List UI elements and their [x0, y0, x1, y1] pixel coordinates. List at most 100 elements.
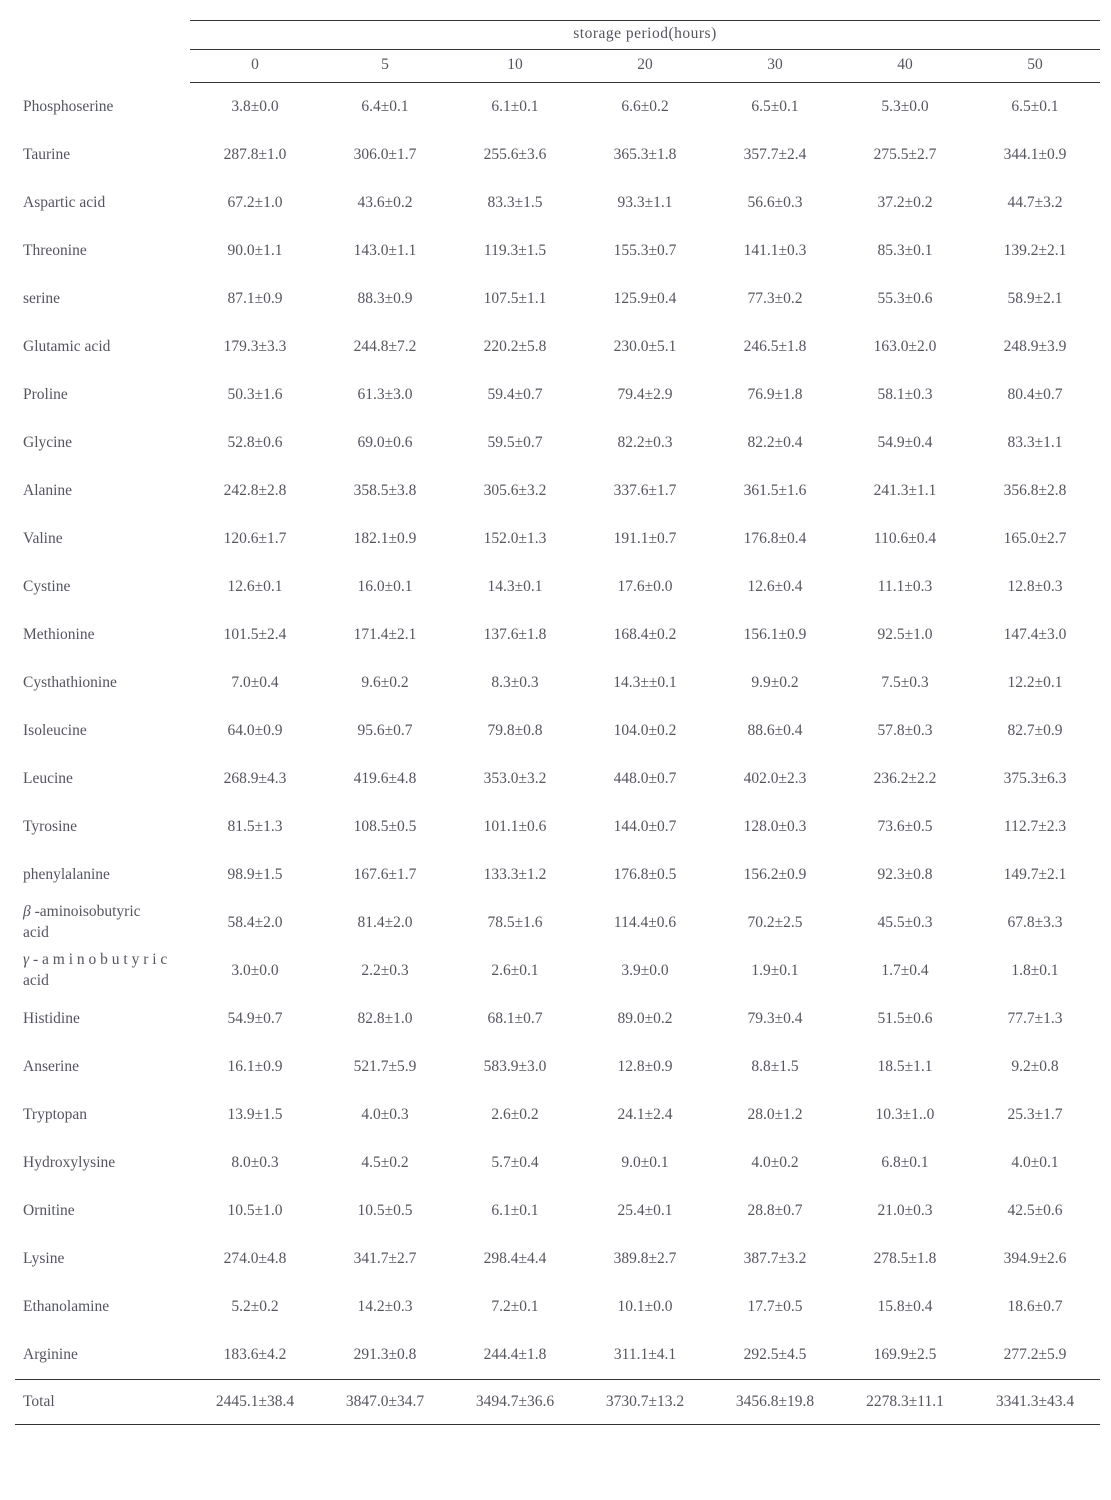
data-cell: 79.3±0.4	[710, 995, 840, 1043]
table-row: phenylalanine98.9±1.5167.6±1.7133.3±1.21…	[15, 851, 1100, 899]
data-cell: 9.6±0.2	[320, 659, 450, 707]
data-cell: 7.0±0.4	[190, 659, 320, 707]
data-cell: 402.0±2.3	[710, 755, 840, 803]
data-cell: 90.0±1.1	[190, 227, 320, 275]
data-cell: 361.5±1.6	[710, 467, 840, 515]
data-cell: 298.4±4.4	[450, 1235, 580, 1283]
data-cell: 155.3±0.7	[580, 227, 710, 275]
table-row: γ - a m i n o b u t y r i cacid3.0±0.02.…	[15, 947, 1100, 995]
data-cell: 18.5±1.1	[840, 1043, 970, 1091]
data-cell: 119.3±1.5	[450, 227, 580, 275]
data-cell: 448.0±0.7	[580, 755, 710, 803]
table-row: serine87.1±0.988.3±0.9107.5±1.1125.9±0.4…	[15, 275, 1100, 323]
row-label: Arginine	[15, 1331, 190, 1380]
column-header: 30	[710, 50, 840, 83]
data-cell: 76.9±1.8	[710, 371, 840, 419]
data-cell: 82.8±1.0	[320, 995, 450, 1043]
data-cell: 12.8±0.3	[970, 563, 1100, 611]
row-label: Glutamic acid	[15, 323, 190, 371]
data-cell: 42.5±0.6	[970, 1187, 1100, 1235]
table-row: Anserine16.1±0.9521.7±5.9583.9±3.012.8±0…	[15, 1043, 1100, 1091]
column-header: 10	[450, 50, 580, 83]
row-label: γ - a m i n o b u t y r i cacid	[15, 947, 190, 995]
column-header: 0	[190, 50, 320, 83]
total-cell: 3456.8±19.8	[710, 1380, 840, 1425]
data-cell: 104.0±0.2	[580, 707, 710, 755]
data-cell: 143.0±1.1	[320, 227, 450, 275]
data-cell: 163.0±2.0	[840, 323, 970, 371]
data-cell: 291.3±0.8	[320, 1331, 450, 1380]
data-cell: 14.3±0.1	[450, 563, 580, 611]
data-cell: 98.9±1.5	[190, 851, 320, 899]
data-cell: 61.3±3.0	[320, 371, 450, 419]
data-cell: 92.3±0.8	[840, 851, 970, 899]
data-cell: 12.2±0.1	[970, 659, 1100, 707]
data-cell: 52.8±0.6	[190, 419, 320, 467]
data-cell: 58.1±0.3	[840, 371, 970, 419]
data-cell: 55.3±0.6	[840, 275, 970, 323]
data-cell: 183.6±4.2	[190, 1331, 320, 1380]
table-footer: Total2445.1±38.43847.0±34.73494.7±36.637…	[15, 1380, 1100, 1425]
data-cell: 152.0±1.3	[450, 515, 580, 563]
data-cell: 3.0±0.0	[190, 947, 320, 995]
table-row: Threonine90.0±1.1143.0±1.1119.3±1.5155.3…	[15, 227, 1100, 275]
data-cell: 230.0±5.1	[580, 323, 710, 371]
data-cell: 139.2±2.1	[970, 227, 1100, 275]
table-header: storage period(hours) 051020304050	[15, 21, 1100, 83]
data-cell: 6.1±0.1	[450, 1187, 580, 1235]
data-cell: 82.2±0.3	[580, 419, 710, 467]
data-cell: 305.6±3.2	[450, 467, 580, 515]
data-cell: 54.9±0.7	[190, 995, 320, 1043]
data-cell: 14.2±0.3	[320, 1283, 450, 1331]
table-row: Methionine101.5±2.4171.4±2.1137.6±1.8168…	[15, 611, 1100, 659]
row-label: β -aminoisobutyricacid	[15, 899, 190, 947]
data-cell: 69.0±0.6	[320, 419, 450, 467]
data-cell: 10.3±1..0	[840, 1091, 970, 1139]
data-cell: 10.5±0.5	[320, 1187, 450, 1235]
data-cell: 108.5±0.5	[320, 803, 450, 851]
data-cell: 1.7±0.4	[840, 947, 970, 995]
data-cell: 93.3±1.1	[580, 179, 710, 227]
data-cell: 583.9±3.0	[450, 1043, 580, 1091]
table-row: Leucine268.9±4.3419.6±4.8353.0±3.2448.0±…	[15, 755, 1100, 803]
data-cell: 45.5±0.3	[840, 899, 970, 947]
data-cell: 54.9±0.4	[840, 419, 970, 467]
data-cell: 15.8±0.4	[840, 1283, 970, 1331]
data-cell: 268.9±4.3	[190, 755, 320, 803]
data-cell: 107.5±1.1	[450, 275, 580, 323]
row-label: Taurine	[15, 131, 190, 179]
data-cell: 14.3±±0.1	[580, 659, 710, 707]
data-cell: 168.4±0.2	[580, 611, 710, 659]
row-label: Isoleucine	[15, 707, 190, 755]
data-cell: 6.4±0.1	[320, 83, 450, 132]
data-cell: 4.0±0.2	[710, 1139, 840, 1187]
data-cell: 8.8±1.5	[710, 1043, 840, 1091]
row-label: Ethanolamine	[15, 1283, 190, 1331]
data-cell: 12.8±0.9	[580, 1043, 710, 1091]
data-cell: 56.6±0.3	[710, 179, 840, 227]
data-cell: 9.9±0.2	[710, 659, 840, 707]
row-label: Methionine	[15, 611, 190, 659]
data-cell: 8.3±0.3	[450, 659, 580, 707]
data-cell: 125.9±0.4	[580, 275, 710, 323]
column-header: 50	[970, 50, 1100, 83]
data-cell: 12.6±0.1	[190, 563, 320, 611]
data-cell: 101.1±0.6	[450, 803, 580, 851]
total-cell: 3341.3±43.4	[970, 1380, 1100, 1425]
data-cell: 67.2±1.0	[190, 179, 320, 227]
data-cell: 89.0±0.2	[580, 995, 710, 1043]
table-row: Ethanolamine5.2±0.214.2±0.37.2±0.110.1±0…	[15, 1283, 1100, 1331]
column-header: 40	[840, 50, 970, 83]
data-cell: 344.1±0.9	[970, 131, 1100, 179]
data-cell: 37.2±0.2	[840, 179, 970, 227]
column-header: 5	[320, 50, 450, 83]
data-cell: 57.8±0.3	[840, 707, 970, 755]
table-row: Arginine183.6±4.2291.3±0.8244.4±1.8311.1…	[15, 1331, 1100, 1380]
data-cell: 12.6±0.4	[710, 563, 840, 611]
row-label: Tryptopan	[15, 1091, 190, 1139]
row-label: Threonine	[15, 227, 190, 275]
data-cell: 83.3±1.5	[450, 179, 580, 227]
data-cell: 1.8±0.1	[970, 947, 1100, 995]
data-cell: 24.1±2.4	[580, 1091, 710, 1139]
data-cell: 114.4±0.6	[580, 899, 710, 947]
